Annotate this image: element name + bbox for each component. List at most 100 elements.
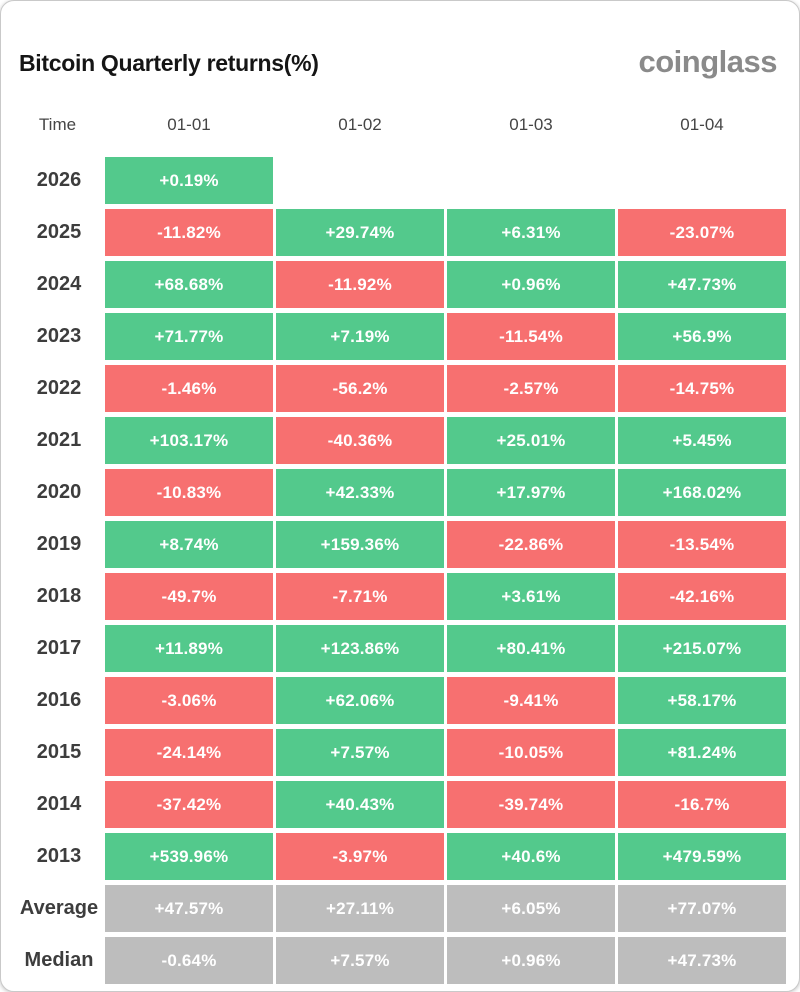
return-cell: +6.05% — [447, 885, 615, 932]
row-label: 2026 — [36, 169, 82, 191]
row-label: 2019 — [36, 533, 82, 555]
table-row: 2018 -49.7% -7.71% +3.61% -42.16% — [1, 573, 799, 620]
return-cell: -7.71% — [276, 573, 444, 620]
return-cell: -11.54% — [447, 313, 615, 360]
return-cell: -1.46% — [105, 365, 273, 412]
row-label: 2015 — [36, 741, 82, 763]
table-row: 2017 +11.89% +123.86% +80.41% +215.07% — [1, 625, 799, 672]
return-cell: +7.57% — [276, 937, 444, 984]
return-cell: -9.41% — [447, 677, 615, 724]
return-cell: +0.96% — [447, 937, 615, 984]
row-label: Median — [24, 949, 94, 971]
return-cell: +123.86% — [276, 625, 444, 672]
return-cell: +159.36% — [276, 521, 444, 568]
return-cell: +71.77% — [105, 313, 273, 360]
column-header-time: Time — [38, 115, 77, 134]
table-row: Average +47.57% +27.11% +6.05% +77.07% — [1, 885, 799, 932]
column-header-q4: 01-04 — [680, 115, 724, 134]
return-cell: +11.89% — [105, 625, 273, 672]
return-cell: +62.06% — [276, 677, 444, 724]
row-label: Average — [19, 897, 99, 919]
return-cell: +5.45% — [618, 417, 786, 464]
return-cell: +103.17% — [105, 417, 273, 464]
return-cell — [618, 157, 786, 204]
return-cell: -23.07% — [618, 209, 786, 256]
return-cell: +0.96% — [447, 261, 615, 308]
return-cell — [276, 157, 444, 204]
table-row: 2024 +68.68% -11.92% +0.96% +47.73% — [1, 261, 799, 308]
table-row: Median -0.64% +7.57% +0.96% +47.73% — [1, 937, 799, 984]
table-row: 2014 -37.42% +40.43% -39.74% -16.7% — [1, 781, 799, 828]
return-cell: +47.73% — [618, 937, 786, 984]
return-cell: -13.54% — [618, 521, 786, 568]
table-row: 2023 +71.77% +7.19% -11.54% +56.9% — [1, 313, 799, 360]
row-label: 2013 — [36, 845, 82, 867]
page-title: Bitcoin Quarterly returns(%) — [19, 50, 319, 76]
return-cell: +215.07% — [618, 625, 786, 672]
row-label: 2021 — [36, 429, 82, 451]
row-label: 2017 — [36, 637, 82, 659]
return-cell: +42.33% — [276, 469, 444, 516]
row-label: 2016 — [36, 689, 82, 711]
return-cell: +7.19% — [276, 313, 444, 360]
table-header-row: Time 01-01 01-02 01-03 01-04 — [1, 111, 799, 139]
table-row: 2022 -1.46% -56.2% -2.57% -14.75% — [1, 365, 799, 412]
return-cell: -11.92% — [276, 261, 444, 308]
return-cell: -49.7% — [105, 573, 273, 620]
return-cell: +7.57% — [276, 729, 444, 776]
row-label: 2025 — [36, 221, 82, 243]
return-cell: -56.2% — [276, 365, 444, 412]
return-cell: +40.6% — [447, 833, 615, 880]
row-label: 2022 — [36, 377, 82, 399]
return-cell: -11.82% — [105, 209, 273, 256]
return-cell: -39.74% — [447, 781, 615, 828]
return-cell: +0.19% — [105, 157, 273, 204]
return-cell: -14.75% — [618, 365, 786, 412]
table-row: 2021 +103.17% -40.36% +25.01% +5.45% — [1, 417, 799, 464]
return-cell: +25.01% — [447, 417, 615, 464]
row-label: 2018 — [36, 585, 82, 607]
coinglass-logo: coinglass — [638, 44, 778, 79]
table-row: 2016 -3.06% +62.06% -9.41% +58.17% — [1, 677, 799, 724]
table-row: 2020 -10.83% +42.33% +17.97% +168.02% — [1, 469, 799, 516]
return-cell: +6.31% — [447, 209, 615, 256]
return-cell: +81.24% — [618, 729, 786, 776]
return-cell: +58.17% — [618, 677, 786, 724]
return-cell: +29.74% — [276, 209, 444, 256]
row-label: 2014 — [36, 793, 82, 815]
return-cell: +27.11% — [276, 885, 444, 932]
return-cell: +47.57% — [105, 885, 273, 932]
return-cell: -3.06% — [105, 677, 273, 724]
return-cell: -42.16% — [618, 573, 786, 620]
return-cell: -40.36% — [276, 417, 444, 464]
column-header-q3: 01-03 — [509, 115, 553, 134]
return-cell: -10.05% — [447, 729, 615, 776]
card-header: Bitcoin Quarterly returns(%) coinglass — [1, 1, 799, 77]
return-cell: -0.64% — [105, 937, 273, 984]
return-cell: +479.59% — [618, 833, 786, 880]
row-label: 2020 — [36, 481, 82, 503]
return-cell: +3.61% — [447, 573, 615, 620]
return-cell: +68.68% — [105, 261, 273, 308]
table-body: 2026 +0.19% 2025 -11.82% +29.74% +6.31% -23.07… — [1, 157, 799, 984]
return-cell: +56.9% — [618, 313, 786, 360]
row-label: 2024 — [36, 273, 82, 295]
table-row: 2019 +8.74% +159.36% -22.86% -13.54% — [1, 521, 799, 568]
return-cell: -24.14% — [105, 729, 273, 776]
return-cell: +539.96% — [105, 833, 273, 880]
return-cell: -3.97% — [276, 833, 444, 880]
table-row: 2013 +539.96% -3.97% +40.6% +479.59% — [1, 833, 799, 880]
return-cell — [447, 157, 615, 204]
return-cell: -37.42% — [105, 781, 273, 828]
return-cell: +47.73% — [618, 261, 786, 308]
return-cell: +80.41% — [447, 625, 615, 672]
column-header-q1: 01-01 — [167, 115, 211, 134]
return-cell: -22.86% — [447, 521, 615, 568]
return-cell: +8.74% — [105, 521, 273, 568]
return-cell: +77.07% — [618, 885, 786, 932]
return-cell: -10.83% — [105, 469, 273, 516]
table-row: 2025 -11.82% +29.74% +6.31% -23.07% — [1, 209, 799, 256]
return-cell: +40.43% — [276, 781, 444, 828]
row-label: 2023 — [36, 325, 82, 347]
